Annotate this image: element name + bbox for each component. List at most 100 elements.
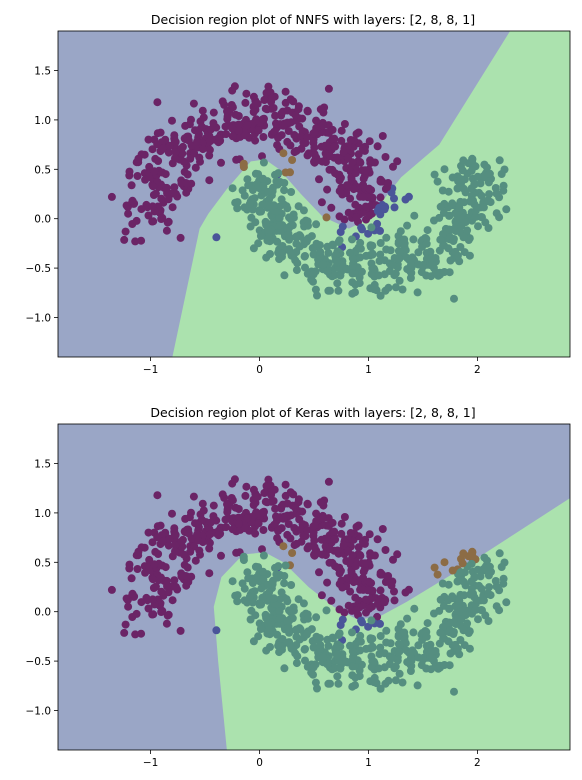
data-point [234, 120, 243, 129]
data-point [198, 499, 207, 508]
data-point [414, 653, 423, 662]
data-point [218, 490, 227, 499]
data-point [403, 221, 412, 230]
data-point [261, 104, 270, 113]
data-point [449, 237, 458, 245]
data-point [233, 198, 242, 207]
data-point [273, 237, 282, 246]
data-point [395, 647, 404, 656]
data-point [373, 535, 382, 544]
data-point [338, 615, 347, 624]
data-point [151, 154, 160, 163]
data-point [214, 138, 223, 147]
data-point [327, 203, 336, 212]
data-point [291, 111, 300, 120]
data-point [339, 541, 348, 550]
data-point [365, 184, 373, 193]
data-point [451, 247, 460, 256]
y-tick-label: 1.5 [34, 459, 51, 471]
data-point [304, 221, 312, 230]
data-point [449, 630, 458, 638]
data-point [414, 641, 423, 650]
data-point [324, 641, 333, 650]
data-point [336, 271, 345, 280]
data-point [359, 585, 368, 594]
data-point [254, 632, 263, 641]
data-point [301, 656, 309, 665]
data-point [180, 167, 189, 176]
data-point [374, 271, 383, 280]
data-point [274, 169, 283, 178]
data-point [380, 205, 389, 214]
data-point [302, 630, 311, 639]
data-point [401, 195, 410, 204]
data-point [390, 203, 399, 212]
data-point [279, 514, 288, 523]
data-point [243, 175, 252, 184]
data-point [246, 615, 255, 624]
data-point [168, 116, 176, 125]
data-point [422, 664, 431, 673]
data-point [351, 169, 360, 177]
data-point [164, 148, 173, 157]
data-point [274, 133, 283, 142]
data-point [427, 646, 436, 655]
data-point [148, 595, 157, 604]
data-point [398, 285, 407, 294]
data-point [184, 529, 193, 538]
data-point [137, 205, 146, 214]
data-point [251, 136, 260, 145]
data-point [352, 522, 361, 531]
data-point [161, 563, 170, 572]
data-point [333, 258, 341, 267]
data-point [281, 561, 290, 570]
data-point [283, 106, 292, 115]
data-point [287, 581, 296, 589]
data-point [316, 105, 325, 114]
data-point [448, 173, 457, 182]
data-point [195, 153, 204, 162]
data-point [198, 538, 207, 547]
data-point [470, 180, 479, 189]
data-point [191, 556, 200, 565]
data-point [230, 475, 239, 484]
data-point [436, 595, 445, 604]
data-point [283, 224, 292, 232]
x-tick-label: 2 [474, 364, 481, 376]
data-point [273, 534, 282, 543]
data-point [348, 269, 357, 278]
data-point [337, 136, 346, 145]
data-point [286, 141, 295, 150]
data-point [254, 239, 263, 248]
data-point [463, 619, 472, 628]
data-point [316, 498, 325, 507]
data-point [468, 158, 477, 167]
data-point [321, 551, 330, 560]
axes-frame [57, 30, 571, 358]
data-point [365, 577, 373, 586]
data-point [227, 494, 236, 502]
data-point [338, 222, 347, 231]
data-point [107, 585, 116, 594]
data-point [338, 583, 347, 592]
data-point [181, 121, 190, 130]
data-point [179, 550, 188, 559]
data-point [158, 213, 167, 222]
data-point [151, 547, 160, 556]
data-point [459, 184, 468, 193]
data-point [391, 269, 400, 278]
data-point [471, 206, 480, 215]
data-point [205, 151, 214, 160]
data-point [346, 248, 354, 257]
data-point [242, 89, 251, 98]
data-point [447, 618, 455, 627]
data-point [191, 126, 199, 135]
data-point [171, 547, 179, 556]
data-point [436, 628, 445, 637]
data-point [335, 236, 344, 245]
data-point [271, 504, 280, 513]
data-point [384, 572, 393, 580]
data-point [281, 480, 290, 489]
data-point [310, 158, 319, 167]
data-point [261, 217, 270, 226]
